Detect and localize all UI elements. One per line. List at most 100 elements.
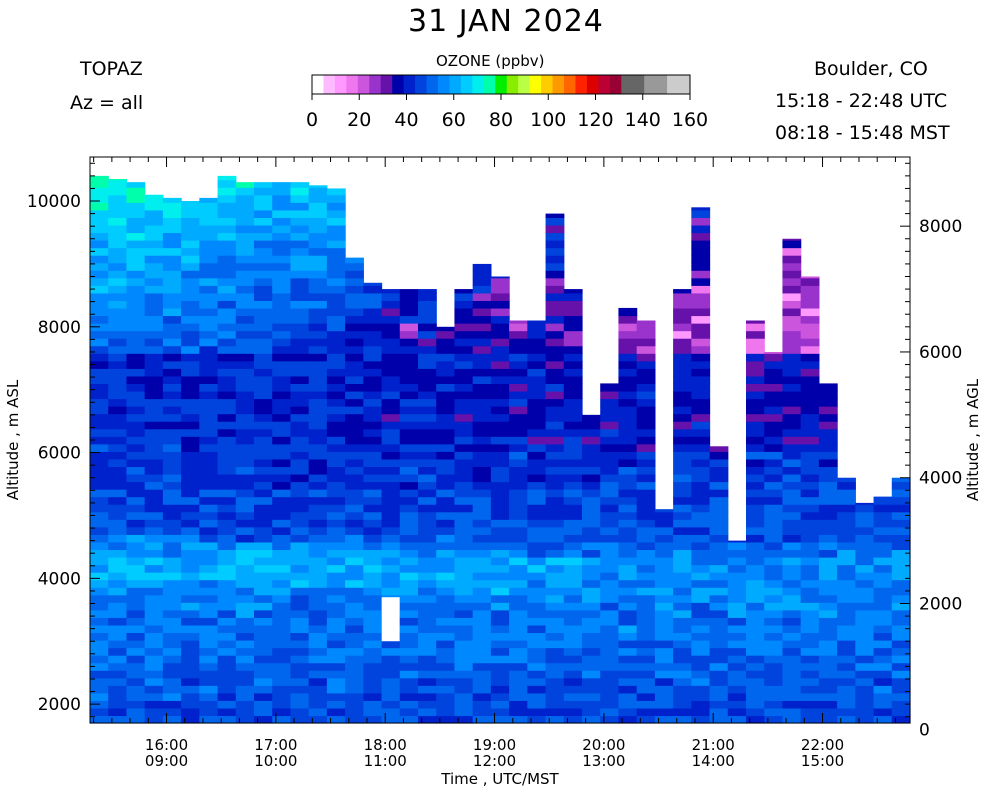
heatmap-cell bbox=[636, 443, 656, 452]
heatmap-cell bbox=[436, 338, 456, 347]
heatmap-cell bbox=[472, 609, 492, 618]
heatmap-cell bbox=[746, 504, 765, 513]
heatmap-cell bbox=[563, 715, 583, 724]
heatmap-cell bbox=[563, 473, 583, 483]
heatmap-cell bbox=[563, 541, 583, 551]
heatmap-cell bbox=[618, 715, 638, 724]
heatmap-cell bbox=[308, 285, 328, 294]
heatmap-cell bbox=[673, 526, 692, 535]
heatmap-cell bbox=[272, 262, 292, 271]
heatmap-cell bbox=[618, 458, 638, 468]
heatmap-cell bbox=[527, 504, 547, 513]
heatmap-cell bbox=[90, 685, 109, 694]
heatmap-cell bbox=[217, 194, 237, 203]
heatmap-cell bbox=[527, 368, 547, 377]
heatmap-cell bbox=[454, 534, 474, 543]
heatmap-cell bbox=[818, 496, 838, 505]
x-tick-label-mst: 09:00 bbox=[145, 752, 188, 770]
heatmap-cell bbox=[636, 496, 656, 505]
heatmap-cell bbox=[272, 383, 292, 392]
heatmap-cell bbox=[436, 466, 456, 475]
heatmap-cell bbox=[490, 519, 510, 528]
heatmap-cell bbox=[217, 383, 237, 392]
heatmap-cell bbox=[855, 564, 875, 573]
heatmap-cell bbox=[290, 572, 310, 581]
heatmap-cell bbox=[308, 609, 328, 618]
heatmap-cell bbox=[891, 602, 911, 611]
heatmap-cell bbox=[509, 320, 528, 324]
heatmap-cell bbox=[126, 247, 146, 256]
heatmap-cell bbox=[673, 587, 692, 596]
heatmap-cell bbox=[126, 240, 146, 249]
colorbar-swatch bbox=[483, 75, 496, 94]
heatmap-cell bbox=[582, 451, 601, 460]
heatmap-cell bbox=[563, 330, 583, 339]
heatmap-cell bbox=[381, 353, 401, 362]
heatmap-cell bbox=[782, 655, 802, 664]
heatmap-cell bbox=[90, 481, 109, 490]
heatmap-cell bbox=[527, 556, 547, 566]
heatmap-cell bbox=[818, 413, 838, 422]
heatmap-cell bbox=[144, 345, 164, 354]
heatmap-cell bbox=[582, 414, 601, 422]
heatmap-cell bbox=[126, 383, 146, 392]
heatmap-cell bbox=[199, 504, 219, 513]
heatmap-cell bbox=[454, 549, 474, 558]
heatmap-cell bbox=[399, 451, 419, 460]
heatmap-cell bbox=[381, 338, 401, 347]
heatmap-cell bbox=[509, 496, 528, 505]
heatmap-cell bbox=[254, 481, 273, 490]
heatmap-cell bbox=[837, 572, 856, 581]
heatmap-cell bbox=[90, 534, 109, 543]
heatmap-cell bbox=[290, 307, 310, 317]
heatmap-cell bbox=[345, 368, 364, 377]
heatmap-cell bbox=[144, 451, 164, 460]
heatmap-cell bbox=[509, 406, 528, 415]
heatmap-cell bbox=[345, 421, 364, 430]
heatmap-cell bbox=[418, 368, 437, 377]
heatmap-cell bbox=[709, 670, 729, 679]
heatmap-cell bbox=[600, 602, 620, 611]
heatmap-cell bbox=[90, 617, 109, 626]
heatmap-cell bbox=[563, 692, 583, 701]
heatmap-cell bbox=[418, 421, 437, 430]
heatmap-cell bbox=[673, 292, 692, 301]
heatmap-cell bbox=[217, 511, 237, 520]
heatmap-cell bbox=[618, 466, 638, 475]
heatmap-cell bbox=[600, 436, 620, 445]
heatmap-cell bbox=[199, 413, 219, 422]
heatmap-cell bbox=[345, 353, 364, 362]
heatmap-cell bbox=[600, 496, 620, 505]
heatmap-cell bbox=[691, 345, 711, 354]
heatmap-cell bbox=[418, 624, 437, 634]
heatmap-cell bbox=[290, 451, 310, 460]
colorbar-swatch bbox=[449, 75, 462, 94]
heatmap-cell bbox=[162, 285, 182, 294]
heatmap-cell bbox=[381, 345, 401, 354]
heatmap-cell bbox=[600, 715, 620, 724]
heatmap-cell bbox=[891, 707, 911, 717]
heatmap-cell bbox=[818, 406, 838, 415]
heatmap-cell bbox=[272, 209, 292, 218]
heatmap-cell bbox=[108, 549, 128, 558]
heatmap-cell bbox=[90, 504, 109, 513]
heatmap-cell bbox=[290, 247, 310, 256]
heatmap-cell bbox=[399, 587, 419, 596]
heatmap-cell bbox=[418, 307, 437, 317]
heatmap-cell bbox=[746, 662, 765, 671]
heatmap-cell bbox=[290, 504, 310, 513]
heatmap-cell bbox=[800, 707, 820, 717]
heatmap-cell bbox=[181, 451, 200, 460]
heatmap-cell bbox=[126, 639, 146, 649]
x-tick-label-mst: 11:00 bbox=[364, 752, 407, 770]
heatmap-cell bbox=[399, 534, 419, 543]
heatmap-cell bbox=[472, 428, 492, 437]
heatmap-cell bbox=[855, 677, 875, 686]
heatmap-cell bbox=[399, 715, 419, 724]
heatmap-cell bbox=[290, 692, 310, 701]
heatmap-cell bbox=[308, 187, 328, 196]
heatmap-cell bbox=[837, 519, 856, 528]
heatmap-cell bbox=[308, 594, 328, 603]
heatmap-cell bbox=[454, 655, 474, 664]
heatmap-cell bbox=[818, 655, 838, 664]
